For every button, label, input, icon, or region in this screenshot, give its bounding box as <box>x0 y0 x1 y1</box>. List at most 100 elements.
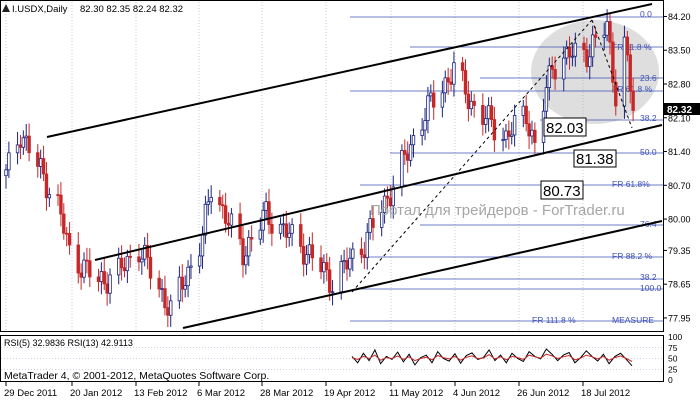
candle-body <box>15 144 20 154</box>
candle-body <box>7 152 11 171</box>
candle-body <box>21 137 26 148</box>
fib-level-label-6: FR 61.8% <box>612 179 650 189</box>
candle-body <box>221 204 225 207</box>
candle-body <box>605 21 609 36</box>
candle-body <box>524 105 528 125</box>
candle-body <box>140 258 144 263</box>
candle-body <box>359 248 364 256</box>
price-axis: 84.20 83.50 82.80 82.10 81.40 80.70 80.00 79.35… <box>663 12 691 323</box>
price-label-3: 80.73 <box>540 180 584 200</box>
candle-body <box>628 54 632 92</box>
candle-body <box>108 274 112 294</box>
candle-body <box>403 149 407 155</box>
time-tick-label-1: 20 Jan 2012 <box>70 388 122 399</box>
candle-body <box>501 139 505 141</box>
candle-body <box>226 222 231 226</box>
fib-level-label-3: FR 61.8 % <box>612 84 653 94</box>
candle-body <box>570 55 575 58</box>
candle-body <box>119 257 124 269</box>
candle-body <box>625 36 630 56</box>
candle-body <box>348 257 352 270</box>
candle-body <box>247 237 251 257</box>
candle-body <box>327 269 332 293</box>
fib-level-label-9: 38.2 <box>640 272 657 282</box>
candle-body <box>82 259 86 278</box>
candle-body <box>163 288 167 309</box>
candle-body <box>67 233 72 246</box>
candle-body <box>631 90 635 111</box>
candle-body <box>365 231 369 259</box>
candle-body <box>411 135 416 146</box>
rsi5-line <box>351 348 633 367</box>
fib-level-label-5: 50.0 <box>640 147 657 157</box>
candle-body <box>486 105 491 120</box>
candle-body <box>310 244 315 259</box>
candle-body <box>547 65 552 88</box>
channel-middle-line <box>94 124 663 261</box>
candle-body <box>38 158 43 167</box>
candle-body <box>432 92 436 108</box>
time-tick-label-4: 28 Mar 2012 <box>260 388 313 399</box>
candle-body <box>405 153 410 161</box>
candle-body <box>301 245 306 265</box>
candle-body <box>304 254 309 265</box>
candle-body <box>567 46 572 58</box>
rsi-indicator <box>1 347 663 370</box>
candle-body <box>382 195 387 213</box>
candle-body <box>241 238 245 266</box>
time-tick-label-8: 26 Jun 2012 <box>517 388 569 399</box>
candle-body <box>585 49 589 67</box>
candle-body <box>169 300 173 316</box>
candle-body <box>602 34 606 38</box>
candle-body <box>267 201 271 225</box>
candle-body <box>180 276 184 290</box>
candle-body <box>590 34 595 58</box>
price-tick-label-6: 80.00 <box>668 215 691 225</box>
candle-body <box>533 129 537 143</box>
candle-body <box>426 95 430 122</box>
candle-body <box>484 118 488 125</box>
candle-body <box>79 272 83 278</box>
candle-body <box>209 196 213 203</box>
candle-body <box>463 70 468 95</box>
candle-body <box>18 144 23 148</box>
candle-body <box>287 232 291 238</box>
candle-body <box>206 201 210 205</box>
candle-body <box>368 218 372 233</box>
candle-body <box>76 244 80 274</box>
candle-body <box>322 262 326 273</box>
chart-header: I.USDX,Daily 82.30 82.35 82.24 82.32 <box>2 4 183 15</box>
rsi-tick-label-2: 50 <box>668 354 678 364</box>
ohlc-values: 82.30 82.35 82.24 82.32 <box>80 4 183 15</box>
candle-body <box>59 194 63 215</box>
svg-text:81.38: 81.38 <box>576 151 614 168</box>
candle-body <box>229 213 234 226</box>
time-tick-label-5: 19 Apr 2012 <box>324 388 375 399</box>
price-label-2: 81.38 <box>573 149 617 168</box>
candle-body <box>573 42 578 57</box>
candle-body <box>62 213 66 234</box>
price-tick-label-1: 83.50 <box>668 46 691 56</box>
candle-body <box>166 307 170 316</box>
price-tick-label-5: 80.70 <box>668 181 691 191</box>
time-tick-label-3: 6 Mar 2012 <box>197 388 245 399</box>
fib-level-label-10: 100.0 <box>640 283 662 293</box>
candle-body <box>544 87 549 112</box>
price-label-1: 82.03 <box>543 117 587 137</box>
rsi-tick-label-0: 100 <box>668 332 682 342</box>
candle-body <box>440 92 445 108</box>
candle-body <box>200 234 205 257</box>
candle-body <box>362 254 367 259</box>
svg-text:80.73: 80.73 <box>543 183 581 200</box>
candle-body <box>122 267 127 272</box>
price-tick-label-7: 79.35 <box>668 246 691 256</box>
candle-body <box>351 248 355 259</box>
candle-body <box>307 244 312 256</box>
candle-body <box>345 260 349 270</box>
fib-connector-lines <box>351 19 633 293</box>
candle-body <box>203 203 208 236</box>
main-chart-frame <box>0 0 664 332</box>
candle-body <box>128 255 132 258</box>
